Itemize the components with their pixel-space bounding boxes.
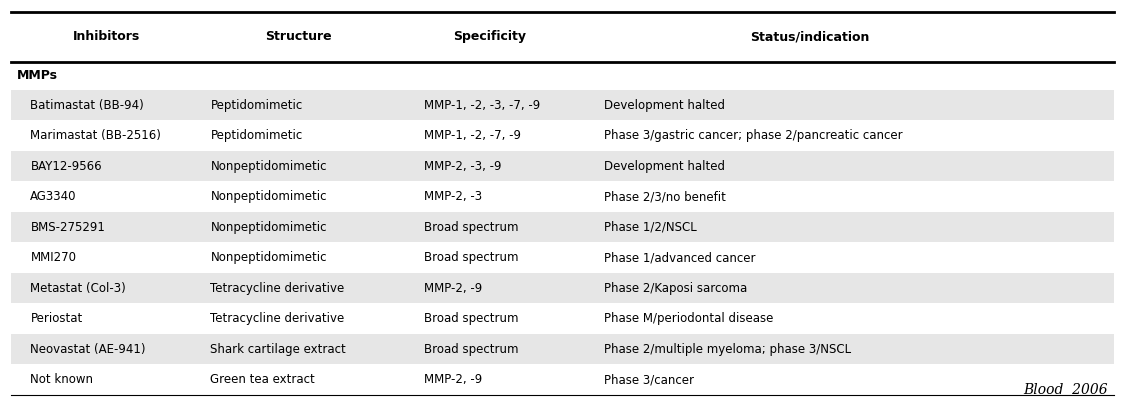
Text: Phase 2/Kaposi sarcoma: Phase 2/Kaposi sarcoma [604,282,747,295]
Text: Nonpeptidomimetic: Nonpeptidomimetic [210,160,327,173]
Text: Neovastat (AE-941): Neovastat (AE-941) [30,343,146,356]
Text: Structure: Structure [264,30,332,43]
Text: Phase 1/2/NSCL: Phase 1/2/NSCL [604,221,696,234]
Text: MMP-2, -9: MMP-2, -9 [424,282,483,295]
Text: MMP-2, -9: MMP-2, -9 [424,373,483,386]
Text: Peptidomimetic: Peptidomimetic [210,129,303,142]
Text: Phase M/periodontal disease: Phase M/periodontal disease [604,312,774,325]
Text: Peptidomimetic: Peptidomimetic [210,99,303,112]
Text: Status/indication: Status/indication [750,30,870,43]
Text: Broad spectrum: Broad spectrum [424,343,519,356]
Bar [11,151,1114,181]
Text: Specificity: Specificity [453,30,525,43]
Text: Nonpeptidomimetic: Nonpeptidomimetic [210,190,327,203]
Text: Green tea extract: Green tea extract [210,373,315,386]
Text: MMPs: MMPs [17,69,57,82]
Text: AG3340: AG3340 [30,190,76,203]
Text: MMP-1, -2, -7, -9: MMP-1, -2, -7, -9 [424,129,521,142]
Text: MMP-2, -3: MMP-2, -3 [424,190,483,203]
Text: Broad spectrum: Broad spectrum [424,221,519,234]
Bar [11,334,1114,365]
Bar [11,212,1114,242]
Text: Metastat (Col-3): Metastat (Col-3) [30,282,126,295]
Text: Nonpeptidomimetic: Nonpeptidomimetic [210,221,327,234]
Text: BMS-275291: BMS-275291 [30,221,106,234]
Text: Phase 3/cancer: Phase 3/cancer [604,373,694,386]
Text: Development halted: Development halted [604,99,726,112]
Text: Phase 2/3/no benefit: Phase 2/3/no benefit [604,190,726,203]
Bar [11,90,1114,120]
Text: MMI270: MMI270 [30,251,76,264]
Text: Tetracycline derivative: Tetracycline derivative [210,282,344,295]
Text: Blood  2006: Blood 2006 [1024,383,1108,397]
Text: Phase 3/gastric cancer; phase 2/pancreatic cancer: Phase 3/gastric cancer; phase 2/pancreat… [604,129,902,142]
Text: Broad spectrum: Broad spectrum [424,312,519,325]
Text: MMP-2, -3, -9: MMP-2, -3, -9 [424,160,502,173]
Text: Not known: Not known [30,373,93,386]
Text: BAY12-9566: BAY12-9566 [30,160,102,173]
Text: Shark cartilage extract: Shark cartilage extract [210,343,346,356]
Text: Batimastat (BB-94): Batimastat (BB-94) [30,99,144,112]
Text: Periostat: Periostat [30,312,82,325]
Bar [11,273,1114,303]
Text: Development halted: Development halted [604,160,726,173]
Text: Inhibitors: Inhibitors [73,30,141,43]
Text: Phase 1/advanced cancer: Phase 1/advanced cancer [604,251,756,264]
Text: Nonpeptidomimetic: Nonpeptidomimetic [210,251,327,264]
Text: MMP-1, -2, -3, -7, -9: MMP-1, -2, -3, -7, -9 [424,99,540,112]
Text: Phase 2/multiple myeloma; phase 3/NSCL: Phase 2/multiple myeloma; phase 3/NSCL [604,343,852,356]
Text: Marimastat (BB-2516): Marimastat (BB-2516) [30,129,161,142]
Text: Tetracycline derivative: Tetracycline derivative [210,312,344,325]
Text: Broad spectrum: Broad spectrum [424,251,519,264]
